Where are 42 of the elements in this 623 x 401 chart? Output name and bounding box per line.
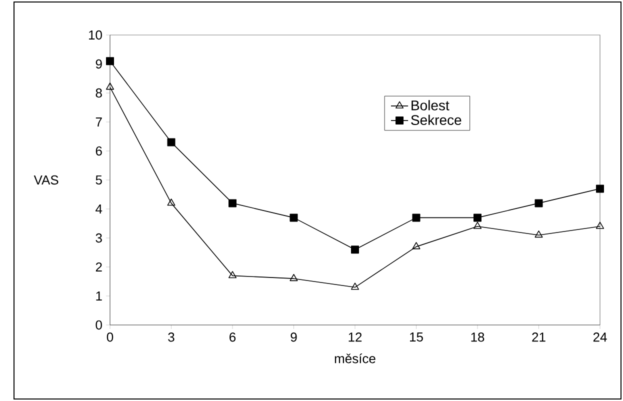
y-tick-label: 9 xyxy=(96,59,102,69)
y-tick-label: 1 xyxy=(96,292,102,300)
point xyxy=(412,242,420,250)
x-tick-label: 18 xyxy=(471,332,484,342)
y-tick-label: 8 xyxy=(96,88,102,98)
y-tick-label: 6 xyxy=(96,146,102,156)
y-axis-title: VAS xyxy=(34,175,58,185)
x-tick-label: 12 xyxy=(348,332,362,342)
x-tick-label: 15 xyxy=(410,332,423,342)
point xyxy=(534,230,543,238)
x-tick-label: 0 xyxy=(106,332,114,342)
point xyxy=(228,199,237,208)
legend-label: Sekrece xyxy=(411,114,462,126)
x-axis-title: měsíce xyxy=(334,354,376,364)
y-tick-label: 7 xyxy=(96,118,102,126)
point xyxy=(596,184,604,193)
x-tick-label: 9 xyxy=(290,332,297,342)
point xyxy=(167,138,176,146)
x-tick-label: 21 xyxy=(532,332,546,342)
point xyxy=(351,246,359,254)
point xyxy=(167,198,176,206)
x-tick-label: 6 xyxy=(230,332,236,342)
point xyxy=(350,282,360,290)
point xyxy=(290,274,298,282)
y-tick-label: 0 xyxy=(96,320,102,330)
point xyxy=(412,214,420,222)
point xyxy=(290,214,298,222)
point xyxy=(596,222,604,229)
y-tick-label: 3 xyxy=(96,233,102,243)
point xyxy=(474,214,482,222)
y-tick-label: 4 xyxy=(96,204,102,214)
y-tick-label: 2 xyxy=(96,262,102,272)
point xyxy=(534,199,543,208)
point xyxy=(228,271,237,278)
y-tick-label: 10 xyxy=(89,30,102,40)
point xyxy=(106,82,114,90)
x-tick-label: 24 xyxy=(593,332,607,342)
point xyxy=(473,222,482,229)
legend-label: Bolest xyxy=(412,100,450,110)
x-tick-label: 3 xyxy=(168,332,174,342)
point xyxy=(106,57,114,66)
y-tick-label: 5 xyxy=(96,175,102,185)
